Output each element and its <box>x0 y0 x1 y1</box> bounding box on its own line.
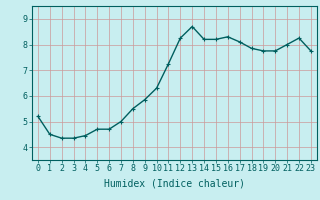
X-axis label: Humidex (Indice chaleur): Humidex (Indice chaleur) <box>104 179 245 189</box>
